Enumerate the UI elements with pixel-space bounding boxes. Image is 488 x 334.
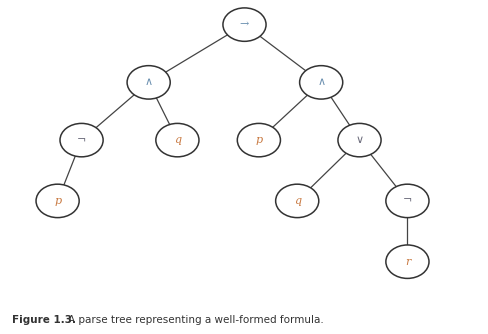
Ellipse shape: [337, 123, 380, 157]
Ellipse shape: [385, 184, 428, 218]
Text: ¬: ¬: [77, 135, 86, 145]
Ellipse shape: [223, 8, 265, 41]
Ellipse shape: [385, 245, 428, 279]
Text: ∧: ∧: [144, 77, 152, 88]
Ellipse shape: [237, 123, 280, 157]
Text: q: q: [293, 196, 300, 206]
Ellipse shape: [156, 123, 199, 157]
Text: ∨: ∨: [355, 135, 363, 145]
Text: p: p: [255, 135, 262, 145]
Text: ∧: ∧: [316, 77, 325, 88]
Ellipse shape: [299, 66, 342, 99]
Text: Figure 1.3.: Figure 1.3.: [12, 315, 76, 325]
Text: p: p: [54, 196, 61, 206]
Text: q: q: [174, 135, 181, 145]
Ellipse shape: [60, 123, 103, 157]
Ellipse shape: [275, 184, 318, 218]
Text: A parse tree representing a well-formed formula.: A parse tree representing a well-formed …: [68, 315, 324, 325]
Text: →: →: [239, 20, 249, 30]
Ellipse shape: [36, 184, 79, 218]
Text: r: r: [404, 257, 409, 267]
Ellipse shape: [127, 66, 170, 99]
Text: ¬: ¬: [402, 196, 411, 206]
